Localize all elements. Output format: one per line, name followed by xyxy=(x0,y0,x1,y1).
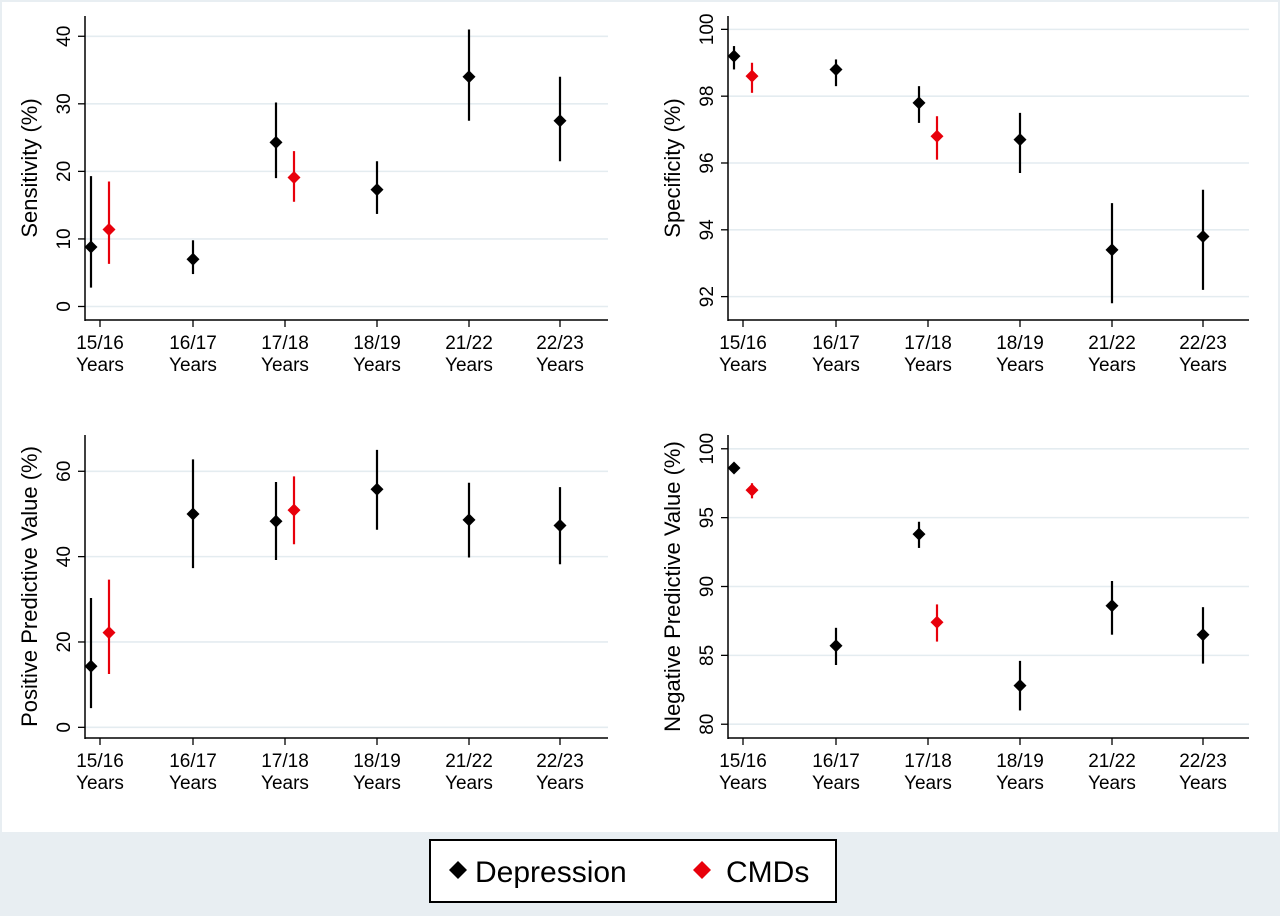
data-point-depression xyxy=(186,507,200,521)
y-tick-label: 85 xyxy=(697,645,718,666)
x-tick-label: 21/22 Years xyxy=(1088,751,1136,794)
panel-specificity: 92 94 96 98 100 Specificity (%) 15/16 Years 16/1… xyxy=(660,14,1249,376)
data-point-cmds xyxy=(102,626,116,640)
y-tick-label: 20 xyxy=(54,631,75,652)
x-tick-label: 15/16 Years xyxy=(76,333,124,376)
data-point-depression xyxy=(727,461,741,475)
panel-ppv: 0 20 40 60 Positive Predictive Value (%) 15/1… xyxy=(17,435,608,794)
y-tick-label: 0 xyxy=(54,301,75,312)
data-point-depression xyxy=(912,527,926,541)
data-point-depression xyxy=(1196,628,1210,642)
x-tick-label: 15/16 Years xyxy=(76,751,124,794)
x-tick-label: 18/19 Years xyxy=(996,751,1044,794)
y-tick-label: 96 xyxy=(697,152,718,173)
data-point-cmds xyxy=(930,129,944,143)
legend-label-depression: Depression xyxy=(475,856,627,889)
y-tick-label: 94 xyxy=(697,219,718,241)
y-tick-label: 80 xyxy=(697,714,718,735)
plot-area xyxy=(85,16,608,320)
y-tick-label: 30 xyxy=(54,93,75,114)
plot-area xyxy=(728,16,1249,320)
x-tick-label: 22/23 Years xyxy=(536,333,584,376)
x-tick-label: 15/16 Years xyxy=(719,333,767,376)
y-axis-label: Positive Predictive Value (%) xyxy=(17,446,42,727)
data-point-depression xyxy=(829,62,843,76)
y-tick-label: 60 xyxy=(54,461,75,482)
y-tick-label: 20 xyxy=(54,161,75,182)
legend-label-cmds: CMDs xyxy=(726,856,809,889)
y-tick-label: 100 xyxy=(697,433,718,465)
y-tick-label: 92 xyxy=(697,286,718,307)
data-point-cmds xyxy=(745,69,759,83)
legend-marker-cmds xyxy=(693,861,711,879)
y-tick-label: 98 xyxy=(697,86,718,107)
x-tick-label: 21/22 Years xyxy=(445,751,493,794)
x-tick-label: 17/18 Years xyxy=(261,751,309,794)
x-tick-label: 16/17 Years xyxy=(169,333,217,376)
data-point-depression xyxy=(912,96,926,110)
data-point-depression xyxy=(84,240,98,254)
x-tick-label: 22/23 Years xyxy=(536,751,584,794)
y-tick-label: 90 xyxy=(697,576,718,597)
data-point-depression xyxy=(370,482,384,496)
x-tick-label: 21/22 Years xyxy=(445,333,493,376)
x-tick-label: 16/17 Years xyxy=(169,751,217,794)
data-point-cmds xyxy=(287,503,301,517)
y-tick-label: 40 xyxy=(54,546,75,567)
data-point-cmds xyxy=(930,615,944,629)
x-tick-label: 18/19 Years xyxy=(353,333,401,376)
x-tick-label: 15/16 Years xyxy=(719,751,767,794)
data-point-cmds xyxy=(745,483,759,497)
x-tick-label: 16/17 Years xyxy=(812,751,860,794)
data-point-cmds xyxy=(102,222,116,236)
x-tick-label: 18/19 Years xyxy=(996,333,1044,376)
x-tick-label: 21/22 Years xyxy=(1088,333,1136,376)
legend-marker-depression xyxy=(449,861,467,879)
legend-box xyxy=(429,839,837,903)
data-point-depression xyxy=(84,659,98,673)
x-tick-label: 22/23 Years xyxy=(1179,751,1227,794)
x-tick-label: 17/18 Years xyxy=(904,751,952,794)
data-point-cmds xyxy=(287,170,301,184)
data-point-depression xyxy=(462,70,476,84)
y-tick-label: 95 xyxy=(697,507,718,528)
data-point-depression xyxy=(727,49,741,63)
data-point-depression xyxy=(462,513,476,527)
data-point-depression xyxy=(1105,243,1119,257)
data-point-depression xyxy=(269,135,283,149)
x-tick-label: 18/19 Years xyxy=(353,751,401,794)
panel-npv: 80 85 90 95 100 Negative Predictive Value (%)… xyxy=(660,433,1249,794)
data-point-depression xyxy=(1105,599,1119,613)
data-point-depression xyxy=(269,514,283,528)
x-tick-label: 16/17 Years xyxy=(812,333,860,376)
data-point-depression xyxy=(370,183,384,197)
plot-area xyxy=(85,435,608,738)
data-point-depression xyxy=(553,518,567,532)
data-point-depression xyxy=(829,639,843,653)
y-tick-label: 0 xyxy=(54,722,75,733)
y-axis-label: Sensitivity (%) xyxy=(17,98,42,237)
data-point-depression xyxy=(1013,679,1027,693)
data-point-depression xyxy=(1013,133,1027,147)
y-tick-label: 100 xyxy=(697,14,718,46)
y-axis-label: Negative Predictive Value (%) xyxy=(660,441,685,732)
y-tick-label: 40 xyxy=(54,26,75,47)
x-tick-label: 17/18 Years xyxy=(904,333,952,376)
panel-sensitivity: 0 10 20 30 40 Sensitivity (%) 15/16 Years 16/17 Y… xyxy=(17,16,608,376)
y-axis-label: Specificity (%) xyxy=(660,98,685,237)
x-tick-label: 17/18 Years xyxy=(261,333,309,376)
legend: Depression CMDs xyxy=(429,839,837,903)
data-point-depression xyxy=(553,114,567,128)
data-point-depression xyxy=(186,252,200,266)
x-tick-label: 22/23 Years xyxy=(1179,333,1227,376)
y-tick-label: 10 xyxy=(54,228,75,249)
data-point-depression xyxy=(1196,229,1210,243)
